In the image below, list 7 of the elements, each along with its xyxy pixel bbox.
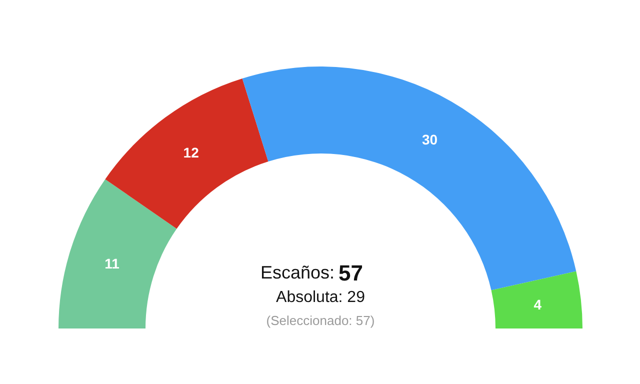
text: Escaños: 57 (260, 260, 363, 286)
text: Absoluta: 29 (276, 289, 366, 306)
data-label: 12 (183, 144, 200, 160)
data-label: 11 (104, 255, 120, 272)
data-label: 4 (534, 296, 542, 312)
text: (Seleccionado: 57) (266, 313, 375, 328)
data-label: 30 (422, 131, 438, 148)
